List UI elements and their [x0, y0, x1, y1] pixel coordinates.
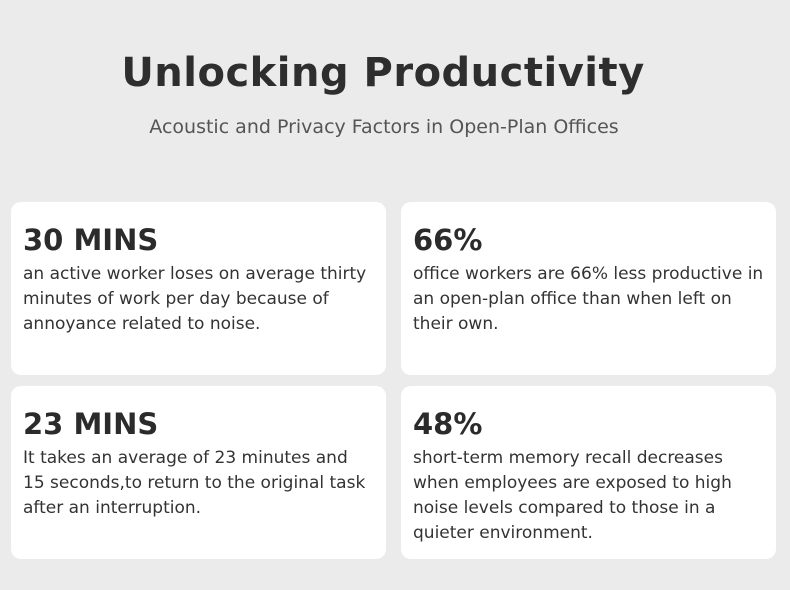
stat: 23 MINS: [23, 407, 159, 441]
title: Unlocking Productivity: [121, 50, 645, 96]
stat-text: It takes an average of 23 minutes and 15…: [23, 448, 366, 518]
stat: 30 MINS: [23, 223, 159, 257]
stat-text: an active worker loses on average thirty…: [23, 264, 367, 334]
stat-card: 30 MINS an active worker loses on averag…: [11, 202, 386, 375]
stat: 48%: [413, 407, 483, 441]
stat-card: 66% office workers are 66% less producti…: [401, 202, 776, 375]
stat-card: 48% short-term memory recall decreases w…: [401, 386, 776, 559]
subtitle: Acoustic and Privacy Factors in Open-Pla…: [149, 116, 619, 138]
stat-text: office workers are 66% less productive i…: [413, 264, 764, 334]
stat-card: 23 MINS It takes an average of 23 minute…: [11, 386, 386, 559]
stat: 66%: [413, 223, 483, 257]
stat-text: short-term memory recall decreases when …: [413, 448, 732, 543]
